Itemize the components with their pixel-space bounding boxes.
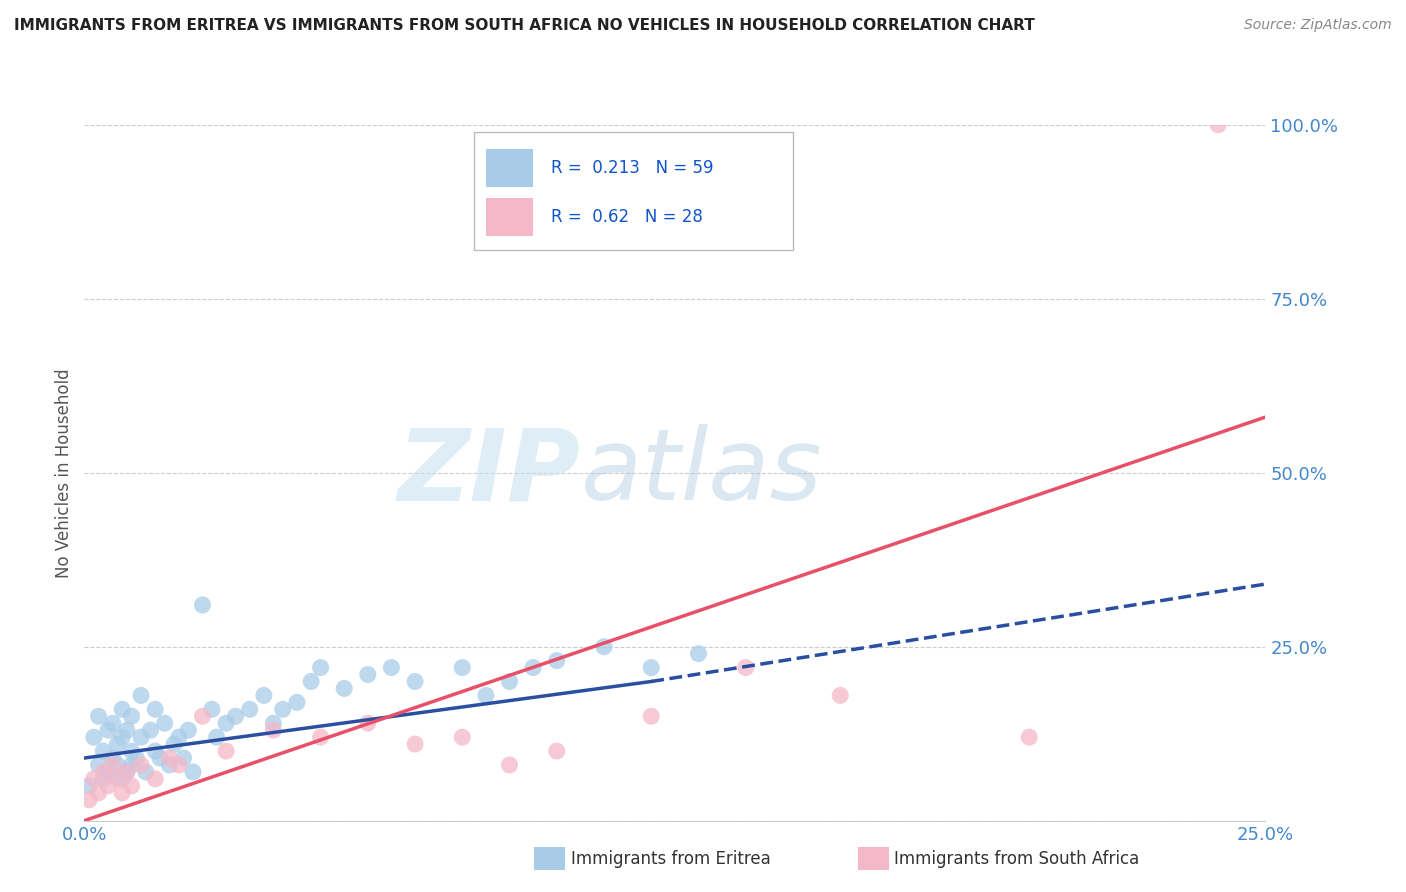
Point — [87, 709, 110, 723]
Point — [830, 689, 852, 703]
Point — [262, 723, 284, 738]
Point — [498, 758, 520, 772]
Point — [173, 751, 195, 765]
Text: R =  0.62   N = 28: R = 0.62 N = 28 — [551, 208, 703, 226]
Point — [97, 723, 120, 738]
Point — [77, 793, 100, 807]
Point — [688, 647, 710, 661]
Point — [91, 772, 114, 786]
Text: R =  0.213   N = 59: R = 0.213 N = 59 — [551, 159, 713, 177]
Text: IMMIGRANTS FROM ERITREA VS IMMIGRANTS FROM SOUTH AFRICA NO VEHICLES IN HOUSEHOLD: IMMIGRANTS FROM ERITREA VS IMMIGRANTS FR… — [14, 18, 1035, 33]
Point — [91, 744, 114, 758]
Point — [153, 716, 176, 731]
Point — [149, 751, 172, 765]
Y-axis label: No Vehicles in Household: No Vehicles in Household — [55, 368, 73, 578]
Point — [143, 772, 166, 786]
Point — [129, 730, 152, 744]
Point — [107, 737, 129, 751]
Point — [498, 674, 520, 689]
Point — [546, 654, 568, 668]
Point — [101, 751, 124, 765]
Point — [309, 660, 332, 674]
Point — [115, 764, 138, 779]
Point — [271, 702, 294, 716]
Text: Immigrants from South Africa: Immigrants from South Africa — [894, 850, 1139, 868]
Point — [143, 702, 166, 716]
Point — [522, 660, 544, 674]
Point — [167, 730, 190, 744]
Point — [111, 772, 134, 786]
Point — [215, 716, 238, 731]
Point — [143, 744, 166, 758]
Point — [546, 744, 568, 758]
Point — [239, 702, 262, 716]
Point — [107, 758, 129, 772]
Point — [157, 758, 180, 772]
Point — [139, 723, 162, 738]
Point — [77, 779, 100, 793]
Point — [111, 786, 134, 800]
Point — [101, 758, 124, 772]
Point — [191, 709, 214, 723]
Point — [115, 764, 138, 779]
Point — [734, 660, 756, 674]
Point — [177, 723, 200, 738]
Point — [91, 764, 114, 779]
Point — [121, 758, 143, 772]
Point — [111, 702, 134, 716]
Point — [129, 689, 152, 703]
Point — [451, 730, 474, 744]
FancyBboxPatch shape — [474, 132, 793, 250]
Point — [262, 716, 284, 731]
Point — [129, 758, 152, 772]
Point — [97, 764, 120, 779]
Point — [83, 772, 105, 786]
Point — [380, 660, 402, 674]
Point — [404, 737, 426, 751]
Point — [83, 730, 105, 744]
Text: Immigrants from Eritrea: Immigrants from Eritrea — [571, 850, 770, 868]
Point — [225, 709, 247, 723]
Point — [111, 730, 134, 744]
Point — [157, 751, 180, 765]
Point — [215, 744, 238, 758]
Point — [253, 689, 276, 703]
Point — [451, 660, 474, 674]
Point — [87, 786, 110, 800]
Point — [121, 779, 143, 793]
Point — [135, 764, 157, 779]
Point — [1018, 730, 1040, 744]
Point — [357, 716, 380, 731]
Bar — [486, 198, 533, 236]
Point — [357, 667, 380, 681]
Point — [640, 709, 662, 723]
Point — [87, 758, 110, 772]
Point — [125, 751, 148, 765]
Point — [107, 772, 129, 786]
Text: Source: ZipAtlas.com: Source: ZipAtlas.com — [1244, 18, 1392, 32]
Text: ZIP: ZIP — [398, 425, 581, 521]
Point — [404, 674, 426, 689]
Point — [101, 716, 124, 731]
Text: atlas: atlas — [581, 425, 823, 521]
Point — [167, 758, 190, 772]
Point — [285, 695, 308, 709]
Point — [309, 730, 332, 744]
Point — [163, 737, 186, 751]
Point — [205, 730, 228, 744]
Point — [593, 640, 616, 654]
Point — [181, 764, 204, 779]
Point — [475, 689, 498, 703]
Point — [115, 723, 138, 738]
Point — [1206, 118, 1229, 132]
Point — [333, 681, 356, 696]
Point — [640, 660, 662, 674]
Point — [97, 779, 120, 793]
Point — [191, 598, 214, 612]
Point — [121, 744, 143, 758]
Point — [299, 674, 322, 689]
Point — [121, 709, 143, 723]
Bar — [486, 149, 533, 187]
Point — [201, 702, 224, 716]
